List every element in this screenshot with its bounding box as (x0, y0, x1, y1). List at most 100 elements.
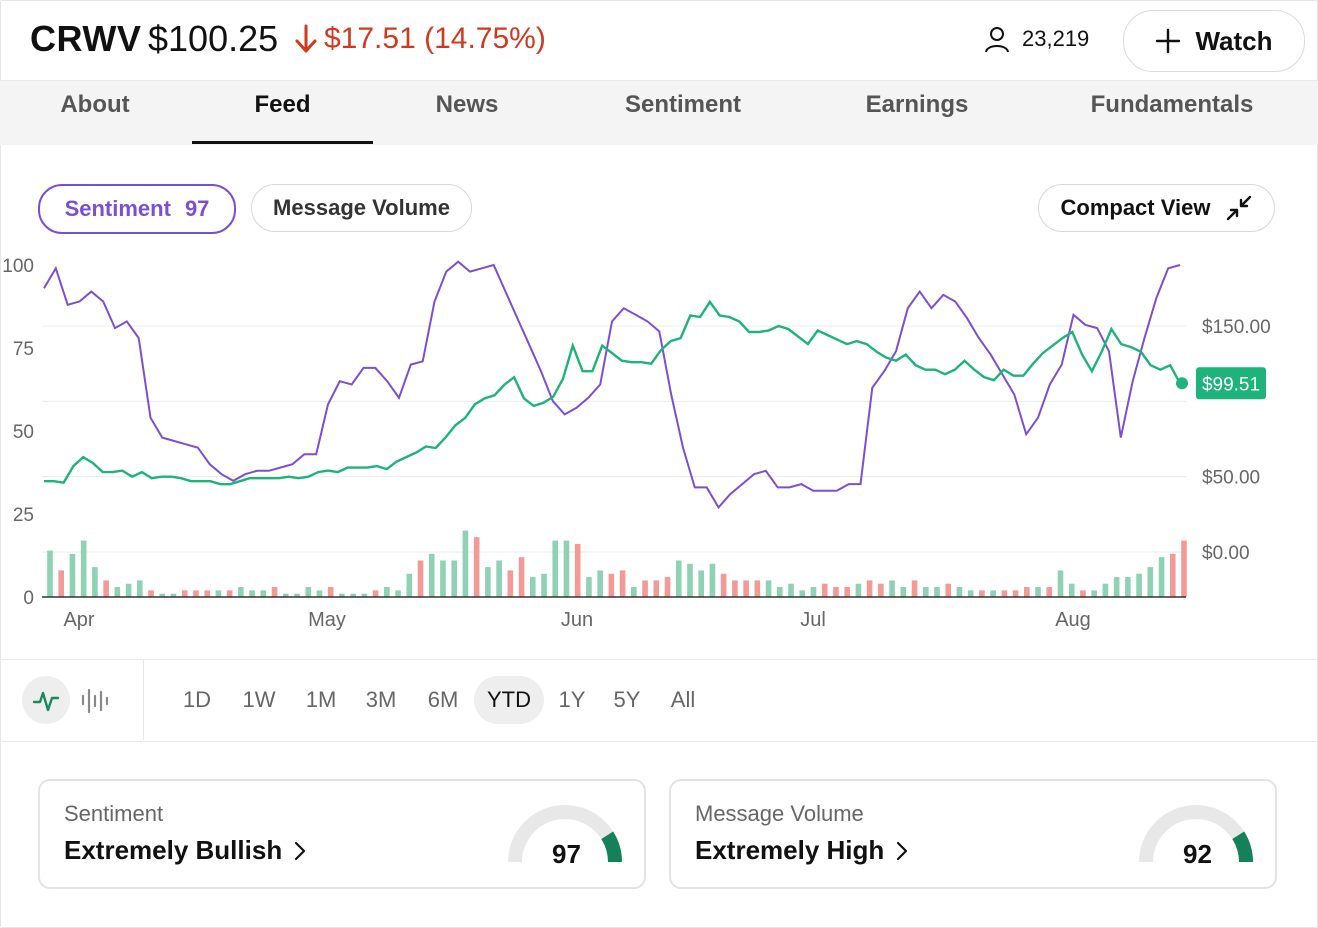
volume-bar (675, 560, 682, 597)
message-volume-card[interactable]: Message Volume Extremely High 92 (669, 779, 1277, 889)
tab-sentiment[interactable]: Sentiment (624, 91, 741, 118)
compact-view-label: Compact View (1060, 195, 1211, 220)
volume-bar (372, 590, 379, 597)
controls-bottom-divider (0, 741, 1318, 742)
volume-bar (1091, 590, 1097, 597)
message-volume-toggle[interactable]: Message Volume (251, 184, 472, 232)
volume-bar (271, 587, 278, 597)
message-volume-card-rating: Extremely High (695, 835, 885, 865)
volume-bar (507, 570, 514, 597)
volume-bar (844, 587, 850, 597)
volume-bar (485, 567, 491, 597)
watch-button[interactable]: Watch (1123, 10, 1305, 72)
watchers-value: 23,219 (1022, 26, 1090, 51)
message-volume-card-value: Extremely High (695, 835, 908, 866)
message-volume-toggle-label: Message Volume (273, 195, 450, 220)
volume-bar (631, 587, 637, 597)
volume-bar (249, 590, 255, 597)
volume-bar (1181, 540, 1187, 597)
compact-view-button[interactable]: Compact View (1038, 184, 1275, 232)
volume-bar (69, 553, 76, 597)
volume-bar (821, 583, 828, 597)
volume-bar (204, 590, 210, 597)
x-tick-label: May (308, 609, 346, 631)
volume-bar (833, 587, 839, 597)
volume-bar (473, 537, 480, 597)
range-1m[interactable]: 1M (305, 687, 337, 712)
price-change-value: $17.51 (14.75%) (324, 22, 546, 55)
right-axis: $150.00 $50.00 $0.00 (1202, 317, 1271, 564)
range-6m[interactable]: 6M (427, 687, 459, 712)
x-tick-label: Jul (800, 609, 826, 631)
sentiment-price-chart[interactable]: 100 75 50 25 0 $150.00 $50.00 $0.00 $99.51 Apr… (0, 240, 1318, 640)
volume-bar (541, 573, 547, 597)
volume-bar (990, 590, 996, 597)
sentiment-toggle[interactable]: Sentiment 97 (38, 184, 236, 234)
volume-bar (979, 590, 985, 597)
range-5y[interactable]: 5Y (613, 687, 641, 712)
line-chart-toggle[interactable] (22, 676, 70, 724)
controls-top-divider (0, 659, 1318, 660)
volume-bar (777, 587, 783, 597)
person-icon (985, 27, 1009, 53)
volume-bar (327, 587, 334, 597)
volume-bar (361, 593, 368, 597)
volume-bar (1113, 577, 1120, 597)
right-tick-label: $0.00 (1202, 543, 1250, 564)
x-tick-label: Jun (561, 609, 593, 631)
volume-bar (889, 580, 895, 597)
volume-bar (720, 573, 727, 597)
tab-news[interactable]: News (435, 91, 499, 118)
range-3m[interactable]: 3M (365, 687, 397, 712)
current-price: $100.25 (148, 18, 279, 59)
message-volume-score: 92 (1183, 839, 1212, 869)
sentiment-card[interactable]: Sentiment Extremely Bullish 97 (38, 779, 646, 889)
tab-fundamentals[interactable]: Fundamentals (1090, 91, 1254, 118)
range-1d[interactable]: 1D (182, 687, 212, 712)
left-tick-label: 100 (2, 256, 34, 277)
controls-separator (143, 660, 144, 740)
sentiment-toggle-label: Sentiment (64, 196, 171, 221)
volume-bars (47, 530, 1187, 597)
message-volume-card-title: Message Volume (695, 801, 864, 826)
volume-bar (698, 570, 705, 597)
volume-bar (1147, 567, 1154, 597)
volume-bar (810, 587, 817, 597)
range-1y[interactable]: 1Y (558, 687, 586, 712)
last-price-dot (1176, 377, 1188, 390)
volume-bar (799, 590, 806, 597)
volume-bar (743, 580, 749, 597)
volume-bar (900, 587, 907, 597)
range-1w[interactable]: 1W (242, 687, 276, 712)
volume-bar (1001, 590, 1008, 597)
tab-feed[interactable]: Feed (254, 91, 311, 118)
volume-bar (597, 570, 603, 597)
sentiment-score: 97 (552, 839, 581, 869)
volume-bar (552, 540, 559, 597)
volume-bar (92, 567, 98, 597)
left-axis: 100 75 50 25 0 (2, 256, 34, 609)
volume-bar (1068, 583, 1075, 597)
volume-bar (934, 587, 940, 597)
volume-bar (732, 580, 738, 597)
range-all[interactable]: All (670, 687, 696, 712)
volume-bar (170, 593, 177, 597)
volume-bar (1057, 570, 1064, 597)
last-price-tag: $99.51 (1196, 367, 1266, 400)
tab-earnings[interactable]: Earnings (865, 91, 969, 118)
volume-bar (451, 560, 457, 597)
volume-bar (967, 590, 974, 597)
sentiment-toggle-value: 97 (184, 196, 210, 221)
volume-bar (58, 570, 65, 597)
x-tick-label: Apr (63, 609, 94, 631)
range-ytd[interactable]: YTD (474, 676, 544, 724)
bar-chart-toggle[interactable] (70, 676, 118, 724)
tab-about[interactable]: About (60, 91, 130, 118)
arrow-down-icon (295, 24, 317, 53)
volume-bar (866, 580, 873, 597)
quote-header: CRWV $100.25 $17.51 (14.75%) 23,219 Watc… (0, 0, 1318, 80)
right-tick-label: $50.00 (1202, 468, 1260, 489)
volume-bar (103, 580, 109, 597)
price-line (44, 299, 1182, 486)
volume-bar (653, 580, 660, 597)
